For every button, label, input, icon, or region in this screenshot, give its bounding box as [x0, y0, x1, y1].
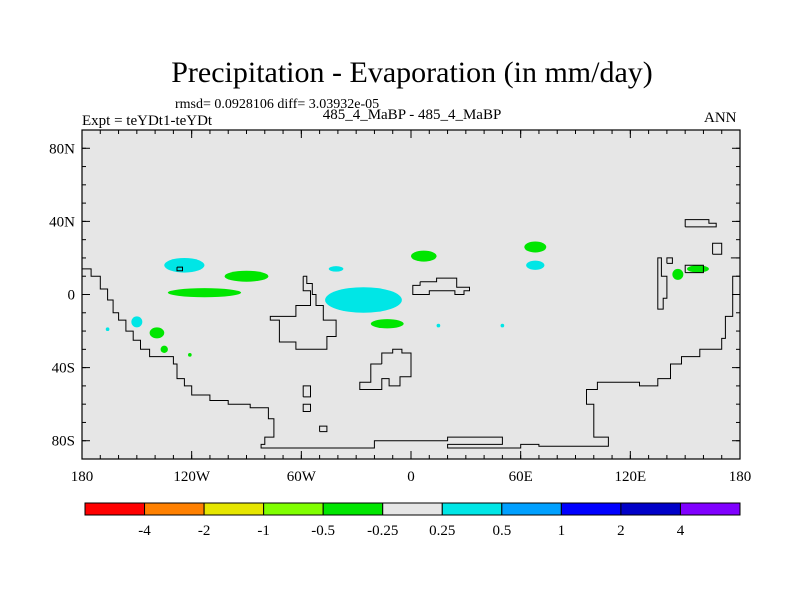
coastline-6: [302, 403, 311, 412]
coastline-11: [684, 219, 717, 228]
coastline-4: [359, 348, 412, 390]
colorbar: -4 -2 -1 -0.5 -0.25 0.25 0.5 1 2 4: [84, 502, 741, 539]
contour-patch-6: [500, 323, 505, 328]
colorbar-box-8: [560, 502, 622, 516]
contour-patch-14: [160, 345, 168, 353]
coastline-12: [712, 242, 723, 255]
contour-patch-12: [370, 319, 404, 329]
colorbar-label: -0.25: [367, 523, 398, 539]
colorbar-box-5: [382, 502, 443, 516]
x-tick-label: 0: [407, 469, 415, 485]
colorbar-box-4: [322, 502, 384, 516]
coastline-3: [412, 277, 470, 295]
colorbar-label: 0.25: [429, 523, 455, 539]
colorbar-label: 1: [558, 523, 566, 539]
colorbar-label: -2: [198, 523, 211, 539]
coastline-1: [176, 266, 183, 272]
coastline-7: [319, 425, 328, 433]
contour-patch-0: [164, 257, 205, 273]
x-tick-label: 120E: [614, 469, 646, 485]
contour-patch-1: [328, 266, 344, 272]
experiment-label: Expt = teYDt1-teYDt: [82, 113, 213, 129]
contour-patch-17: [188, 352, 192, 357]
season-label: ANN: [704, 110, 737, 126]
coastline-10: [666, 257, 673, 264]
contour-patch-13: [149, 327, 165, 339]
x-tick-label: 180: [71, 469, 94, 485]
x-tick-label: 180: [729, 469, 752, 485]
contour-patch-9: [167, 288, 242, 298]
colorbar-label: -0.5: [311, 523, 335, 539]
axis-ticks: [81, 129, 741, 460]
coastline-2: [269, 275, 337, 350]
rmsd-stats: rmsd= 0.0928106 diff= 3.03932e-05: [175, 97, 380, 112]
colorbar-box-9: [620, 502, 681, 516]
axis-tick-labels: 180 120W 60W 0 60E 120E 180 80N 40N 0 40S 80S: [49, 141, 751, 485]
coastline-0: [82, 268, 740, 449]
colorbar-box-6: [441, 502, 503, 516]
coastline-5: [302, 385, 311, 398]
contour-patch-7: [105, 327, 110, 332]
x-tick-label: 60W: [287, 469, 317, 485]
chart-title: Precipitation - Evaporation (in mm/day): [171, 56, 653, 89]
y-tick-label: 0: [68, 288, 76, 304]
coastlines: [82, 219, 740, 449]
colorbar-label: -1: [257, 523, 270, 539]
colorbar-box-7: [501, 502, 562, 516]
contour-patches: [105, 241, 709, 357]
x-tick-label: 120W: [173, 469, 211, 485]
colorbar-box-0: [84, 502, 146, 516]
colorbar-label: -4: [138, 523, 151, 539]
case-label: 485_4_MaBP - 485_4_MaBP: [322, 107, 502, 123]
coastline-9: [684, 264, 704, 274]
colorbar-label: 4: [677, 523, 685, 539]
coastline-8: [657, 257, 668, 310]
contour-patch-2: [325, 287, 402, 313]
contour-patch-11: [524, 241, 547, 253]
contour-patch-3: [526, 260, 545, 270]
y-tick-label: 80N: [49, 141, 75, 157]
contour-patch-10: [411, 250, 437, 262]
contour-patch-4: [131, 316, 143, 328]
colorbar-box-2: [203, 502, 265, 516]
y-tick-label: 40N: [49, 214, 75, 230]
contour-patch-8: [224, 270, 269, 282]
colorbar-label: 0.5: [492, 523, 511, 539]
colorbar-box-3: [263, 502, 324, 516]
x-tick-label: 60E: [509, 469, 533, 485]
y-tick-label: 80S: [52, 434, 75, 450]
colorbar-box-10: [679, 502, 741, 516]
colorbar-box-1: [144, 502, 205, 516]
contour-patch-15: [686, 265, 709, 273]
contour-patch-5: [436, 323, 441, 328]
y-tick-label: 40S: [52, 361, 75, 377]
contour-patch-16: [672, 268, 684, 280]
colorbar-label: 2: [617, 523, 625, 539]
